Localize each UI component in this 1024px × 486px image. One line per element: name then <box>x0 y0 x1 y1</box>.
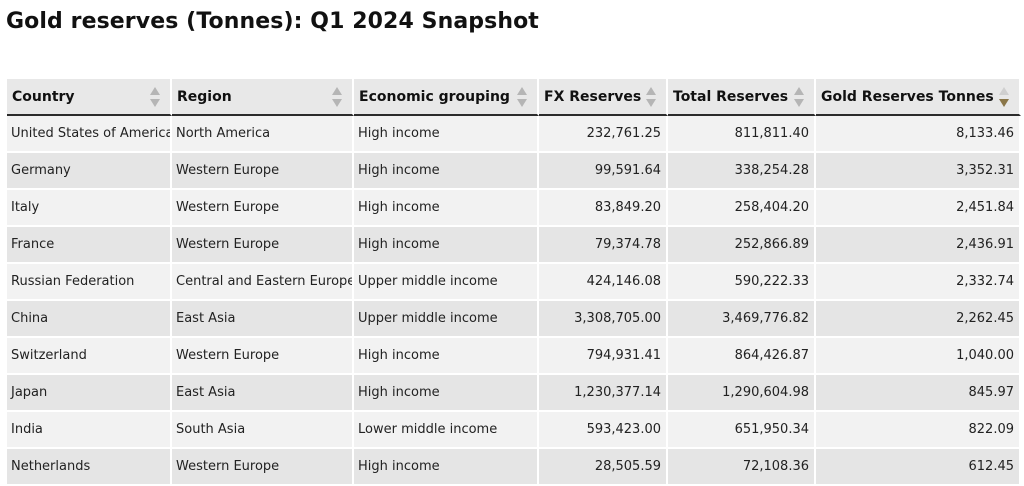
cell-total-reserves: 651,950.34 <box>668 412 816 449</box>
cell-gold-reserves-tonnes: 822.09 <box>816 412 1021 449</box>
cell-economic-grouping: High income <box>354 153 539 190</box>
column-header-country[interactable]: Country <box>7 79 172 116</box>
table-row: Italy Western Europe High income 83,849.20 2… <box>7 190 1021 227</box>
sort-icon[interactable] <box>150 86 161 108</box>
cell-fx-reserves: 79,374.78 <box>539 227 668 264</box>
column-header-label: Country <box>12 88 75 105</box>
cell-total-reserves: 864,426.87 <box>668 338 816 375</box>
cell-economic-grouping: High income <box>354 449 539 486</box>
cell-region: North America <box>172 116 354 153</box>
table-row: United States of America North America Hig… <box>7 116 1021 153</box>
cell-economic-grouping: Lower middle income <box>354 412 539 449</box>
cell-country: India <box>7 412 172 449</box>
column-header-label: FX Reserves <box>544 88 642 105</box>
reserves-table: Country Region Economic grouping FX Rese… <box>7 79 1021 486</box>
cell-economic-grouping: High income <box>354 338 539 375</box>
cell-total-reserves: 258,404.20 <box>668 190 816 227</box>
cell-region: Western Europe <box>172 338 354 375</box>
cell-country: Switzerland <box>7 338 172 375</box>
table-row: Germany Western Europe High income 99,591.6… <box>7 153 1021 190</box>
table-row: France Western Europe High income 79,374.78… <box>7 227 1021 264</box>
cell-country: United States of America <box>7 116 172 153</box>
sort-icon[interactable] <box>794 86 805 108</box>
cell-region: East Asia <box>172 301 354 338</box>
column-header-total-reserves[interactable]: Total Reserves <box>668 79 816 116</box>
cell-fx-reserves: 794,931.41 <box>539 338 668 375</box>
cell-gold-reserves-tonnes: 2,436.91 <box>816 227 1021 264</box>
cell-gold-reserves-tonnes: 2,332.74 <box>816 264 1021 301</box>
cell-country: Germany <box>7 153 172 190</box>
cell-region: Western Europe <box>172 153 354 190</box>
table-row: Switzerland Western Europe High income 794,… <box>7 338 1021 375</box>
sort-icon[interactable] <box>332 86 343 108</box>
cell-fx-reserves: 28,505.59 <box>539 449 668 486</box>
cell-region: Western Europe <box>172 190 354 227</box>
sort-descending-icon[interactable] <box>999 86 1010 108</box>
cell-country: Russian Federation <box>7 264 172 301</box>
cell-country: Italy <box>7 190 172 227</box>
cell-fx-reserves: 99,591.64 <box>539 153 668 190</box>
column-header-label: Economic grouping <box>359 88 510 105</box>
cell-region: South Asia <box>172 412 354 449</box>
table-row: China East Asia Upper middle income 3,308,7… <box>7 301 1021 338</box>
cell-fx-reserves: 424,146.08 <box>539 264 668 301</box>
cell-region: Western Europe <box>172 449 354 486</box>
column-header-economic-grouping[interactable]: Economic grouping <box>354 79 539 116</box>
table-row: India South Asia Lower middle income 593,42… <box>7 412 1021 449</box>
cell-gold-reserves-tonnes: 845.97 <box>816 375 1021 412</box>
page-title: Gold reserves (Tonnes): Q1 2024 Snapshot <box>6 9 539 34</box>
cell-country: Japan <box>7 375 172 412</box>
cell-country: China <box>7 301 172 338</box>
column-header-label: Region <box>177 88 232 105</box>
column-header-label: Gold Reserves Tonnes <box>821 88 994 105</box>
cell-region: Western Europe <box>172 227 354 264</box>
cell-fx-reserves: 232,761.25 <box>539 116 668 153</box>
column-header-gold-reserves-tonnes[interactable]: Gold Reserves Tonnes <box>816 79 1021 116</box>
cell-country: France <box>7 227 172 264</box>
cell-gold-reserves-tonnes: 3,352.31 <box>816 153 1021 190</box>
cell-gold-reserves-tonnes: 2,262.45 <box>816 301 1021 338</box>
column-header-region[interactable]: Region <box>172 79 354 116</box>
cell-country: Netherlands <box>7 449 172 486</box>
cell-fx-reserves: 593,423.00 <box>539 412 668 449</box>
cell-region: East Asia <box>172 375 354 412</box>
column-header-label: Total Reserves <box>673 88 789 105</box>
cell-economic-grouping: High income <box>354 227 539 264</box>
table-row: Japan East Asia High income 1,230,377.14 1,2… <box>7 375 1021 412</box>
cell-total-reserves: 3,469,776.82 <box>668 301 816 338</box>
cell-fx-reserves: 83,849.20 <box>539 190 668 227</box>
cell-total-reserves: 1,290,604.98 <box>668 375 816 412</box>
cell-gold-reserves-tonnes: 612.45 <box>816 449 1021 486</box>
cell-fx-reserves: 1,230,377.14 <box>539 375 668 412</box>
sort-icon[interactable] <box>646 86 657 108</box>
cell-economic-grouping: Upper middle income <box>354 301 539 338</box>
sort-icon[interactable] <box>517 86 528 108</box>
cell-economic-grouping: Upper middle income <box>354 264 539 301</box>
column-header-fx-reserves[interactable]: FX Reserves <box>539 79 668 116</box>
cell-total-reserves: 338,254.28 <box>668 153 816 190</box>
reserves-table-container: Country Region Economic grouping FX Rese… <box>7 79 1024 486</box>
cell-total-reserves: 590,222.33 <box>668 264 816 301</box>
cell-total-reserves: 72,108.36 <box>668 449 816 486</box>
cell-region: Central and Eastern Europe <box>172 264 354 301</box>
cell-total-reserves: 811,811.40 <box>668 116 816 153</box>
cell-total-reserves: 252,866.89 <box>668 227 816 264</box>
table-row: Netherlands Western Europe High income 28,5… <box>7 449 1021 486</box>
table-header-row: Country Region Economic grouping FX Rese… <box>7 79 1021 116</box>
cell-economic-grouping: High income <box>354 375 539 412</box>
cell-economic-grouping: High income <box>354 190 539 227</box>
table-row: Russian Federation Central and Eastern Eu… <box>7 264 1021 301</box>
cell-gold-reserves-tonnes: 2,451.84 <box>816 190 1021 227</box>
cell-gold-reserves-tonnes: 8,133.46 <box>816 116 1021 153</box>
table-body: United States of America North America Hig… <box>7 116 1021 486</box>
cell-economic-grouping: High income <box>354 116 539 153</box>
cell-fx-reserves: 3,308,705.00 <box>539 301 668 338</box>
cell-gold-reserves-tonnes: 1,040.00 <box>816 338 1021 375</box>
